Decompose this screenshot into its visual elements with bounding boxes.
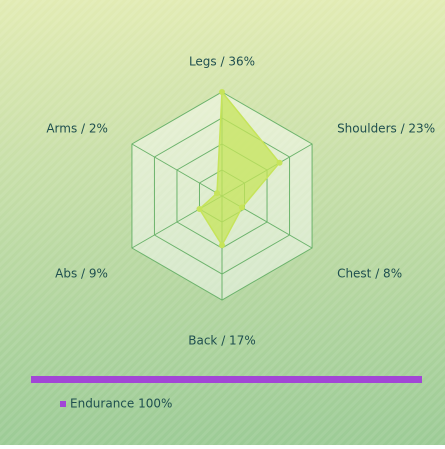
axis-label: Chest / 8%: [337, 267, 402, 281]
legend-swatch: [60, 401, 66, 407]
data-point: [213, 190, 220, 197]
legend-label: Endurance 100%: [70, 397, 172, 411]
legend-bar: [31, 376, 422, 383]
axis-label: Back / 17%: [188, 334, 255, 348]
data-point: [219, 89, 225, 95]
data-point: [196, 206, 203, 212]
data-point: [276, 159, 283, 166]
axis-label: Arms / 2%: [46, 122, 108, 136]
data-point: [239, 204, 246, 211]
axis-label: Legs / 36%: [189, 55, 255, 69]
axis-label: Shoulders / 23%: [337, 122, 435, 136]
data-point: [219, 242, 225, 249]
spoke: [131, 143, 223, 197]
axis-label: Abs / 9%: [55, 267, 108, 281]
